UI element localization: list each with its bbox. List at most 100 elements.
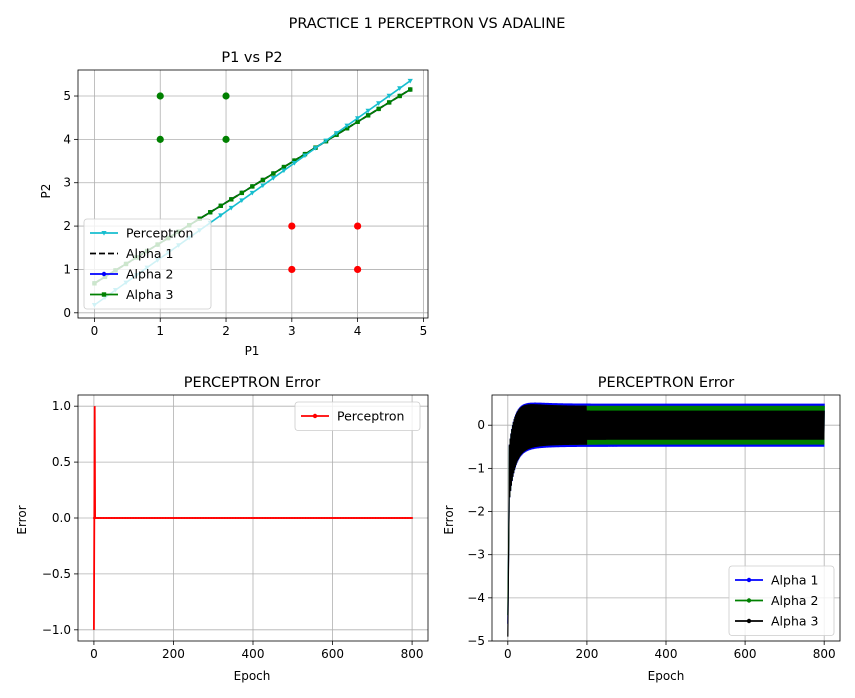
series-marker	[107, 517, 110, 519]
series-marker	[174, 517, 177, 519]
series-marker	[208, 210, 213, 215]
legend-entry: Perceptron	[90, 226, 193, 241]
series-marker	[229, 517, 232, 519]
series-marker	[331, 517, 334, 519]
series-marker	[167, 517, 170, 519]
legend-box	[294, 401, 421, 431]
series-marker	[100, 517, 103, 519]
series-marker	[210, 517, 213, 519]
series-marker	[185, 517, 188, 519]
series-marker	[205, 517, 208, 519]
legend-marker	[746, 598, 752, 603]
x-tick-label: 200	[575, 647, 598, 661]
series-marker	[94, 517, 97, 519]
series-marker	[310, 517, 313, 519]
series-marker	[259, 517, 262, 519]
series-marker	[364, 517, 367, 519]
legend-marker	[101, 292, 107, 297]
series-marker	[376, 106, 381, 112]
series-marker	[411, 517, 414, 519]
series-marker	[334, 517, 337, 519]
series-marker	[315, 517, 318, 519]
series-marker	[249, 190, 255, 196]
series-marker	[345, 517, 348, 519]
series-marker	[217, 517, 219, 519]
series-marker	[352, 517, 355, 519]
x-tick-label: 2	[222, 324, 230, 338]
series-marker	[264, 517, 267, 519]
y-tick-label: 0.5	[52, 455, 71, 469]
data-point-green	[156, 135, 164, 143]
series-marker	[302, 153, 308, 159]
series-marker	[329, 517, 332, 519]
series-marker	[350, 517, 353, 519]
legend-label: Alpha 1	[771, 573, 818, 588]
series-marker	[371, 517, 374, 519]
plot-frame	[77, 69, 429, 319]
series-marker	[104, 517, 107, 519]
x-tick-label: 800	[813, 647, 836, 661]
series-marker	[186, 517, 189, 519]
series-marker	[229, 197, 234, 202]
series-marker	[221, 517, 224, 519]
series-marker	[140, 517, 143, 519]
series-marker	[213, 517, 216, 519]
series-marker	[323, 517, 326, 519]
series-marker	[182, 517, 184, 519]
series-marker	[237, 517, 240, 519]
series-marker	[312, 146, 319, 151]
x-tick-label: 1	[156, 324, 164, 338]
series-marker	[228, 517, 231, 519]
chart-title: PERCEPTRON Error	[184, 375, 320, 391]
series-marker	[258, 517, 261, 519]
x-tick-label: 800	[401, 647, 424, 661]
series-marker	[366, 517, 369, 519]
plot-frame	[77, 394, 429, 642]
series-marker	[290, 517, 293, 519]
figure-suptitle: PRACTICE 1 PERCEPTRON VS ADALINE	[289, 16, 566, 32]
series-marker	[283, 517, 286, 519]
series-marker	[353, 517, 356, 519]
series-marker	[127, 517, 130, 519]
series-marker	[218, 203, 223, 208]
series-marker	[317, 517, 320, 519]
legend-label: Alpha 3	[771, 614, 818, 629]
series-alpha-3	[507, 404, 825, 637]
y-tick-label: 1.0	[52, 399, 71, 413]
x-axis-label: Epoch	[234, 669, 271, 683]
legend-marker	[101, 231, 107, 236]
grid	[78, 70, 428, 318]
series-marker	[337, 517, 340, 519]
series-marker	[218, 213, 224, 218]
series-marker	[123, 517, 126, 519]
series-marker	[279, 517, 282, 519]
series-marker	[393, 517, 396, 519]
series-marker	[377, 517, 380, 519]
series-marker	[166, 517, 169, 519]
series-marker	[232, 517, 235, 519]
series-marker	[183, 517, 186, 519]
series-marker	[153, 517, 156, 519]
series-marker	[188, 517, 191, 519]
series-marker	[220, 517, 223, 519]
y-tick-label: 4	[63, 132, 71, 146]
legend-box	[728, 565, 835, 636]
plot-area	[507, 402, 825, 637]
series-marker	[358, 517, 361, 519]
series-marker	[275, 517, 278, 519]
y-tick-label: 1	[63, 262, 71, 276]
series-marker	[250, 184, 255, 189]
y-axis-label: P2	[39, 184, 53, 199]
series-marker	[266, 517, 269, 519]
plot-area	[92, 406, 414, 630]
series-marker	[282, 517, 285, 519]
series-marker	[328, 517, 331, 519]
series-marker	[263, 517, 266, 519]
series-marker	[382, 517, 385, 519]
series-marker	[271, 171, 276, 176]
series-marker	[154, 517, 157, 519]
legend-marker	[101, 271, 107, 277]
x-tick-label: 600	[321, 647, 344, 661]
series-marker	[395, 517, 398, 519]
y-tick-label: −4	[467, 591, 485, 605]
